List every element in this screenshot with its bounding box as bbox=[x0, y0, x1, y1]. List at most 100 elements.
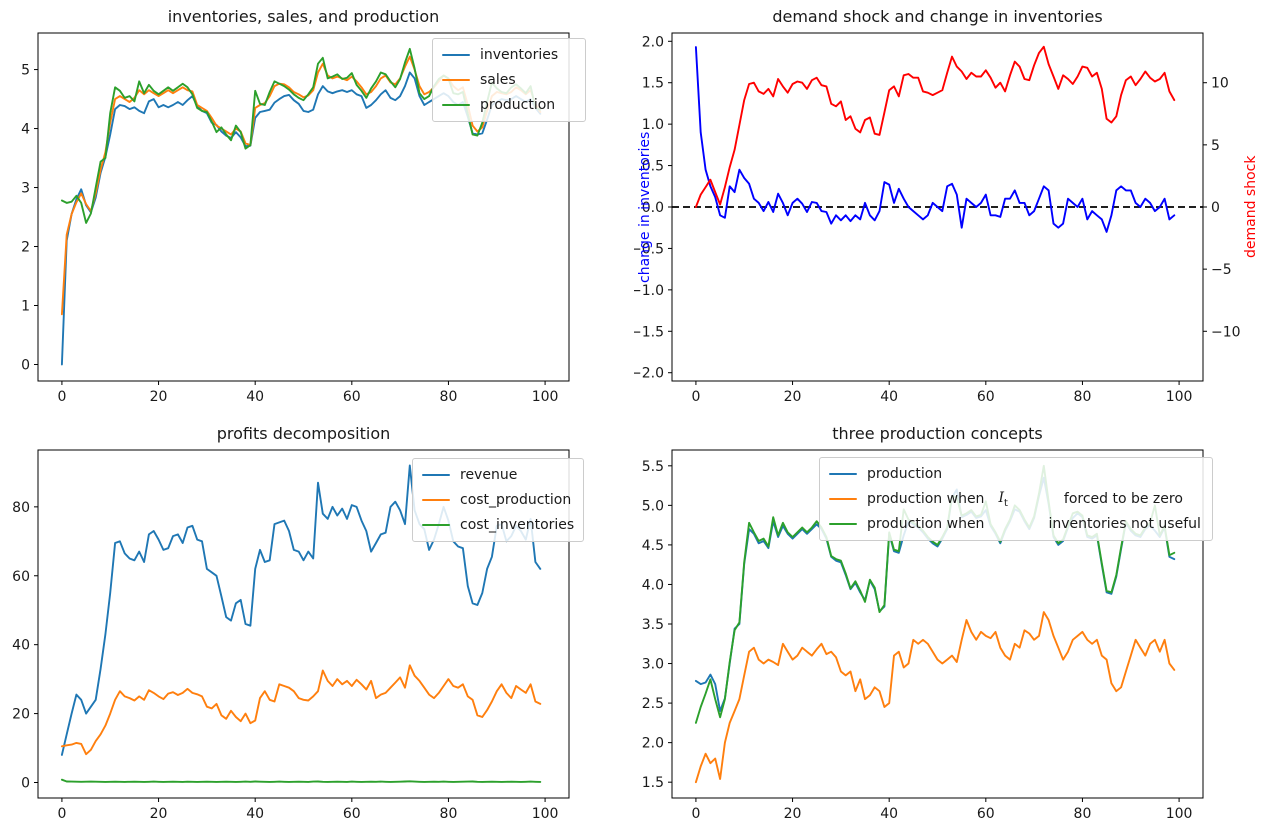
legend-label: revenue bbox=[460, 467, 518, 483]
y-tick-label: 0.5 bbox=[642, 159, 664, 175]
x-tick-label: 60 bbox=[977, 806, 995, 822]
y-tick-label: 0.0 bbox=[642, 200, 664, 216]
legend-label: production bbox=[480, 97, 556, 113]
y-tick-label-right: 10 bbox=[1211, 76, 1229, 92]
legend-item: production bbox=[829, 464, 1203, 484]
legend-label: cost_inventories bbox=[460, 517, 575, 533]
legend-math-symbol: It bbox=[998, 490, 1007, 509]
y-tick-label: 2.5 bbox=[642, 696, 664, 712]
y-tick-label: 2.0 bbox=[642, 34, 664, 50]
axes-spines bbox=[671, 32, 1204, 382]
y-tick-label: 20 bbox=[12, 707, 30, 723]
legend-line-swatch bbox=[829, 472, 857, 476]
x-tick-label: 0 bbox=[57, 806, 66, 822]
legend-line-swatch bbox=[442, 78, 470, 82]
legend-label-post: inventories not useful bbox=[1048, 516, 1201, 532]
x-tick-label: 80 bbox=[1074, 806, 1092, 822]
chart-demand-shock-change-in-inventories: demand shock and change in inventories 0… bbox=[634, 0, 1268, 417]
x-tick-label: 20 bbox=[150, 389, 168, 405]
y-tick-label-right: 0 bbox=[1211, 200, 1220, 216]
math-var: I bbox=[998, 489, 1004, 506]
legend-spacer bbox=[1008, 499, 1064, 500]
x-tick-label: 80 bbox=[440, 389, 458, 405]
axes-spines bbox=[37, 449, 570, 799]
chart-title: profits decomposition bbox=[216, 424, 391, 443]
chart-title: inventories, sales, and production bbox=[167, 7, 440, 26]
legend-line-swatch bbox=[442, 103, 470, 107]
series-demand-shock bbox=[694, 45, 1176, 208]
x-tick-label: 80 bbox=[440, 806, 458, 822]
x-tick-label: 40 bbox=[880, 806, 898, 822]
y-tick-label: 1.0 bbox=[642, 117, 664, 133]
x-tick-label: 0 bbox=[691, 806, 700, 822]
y-tick-label: 5.5 bbox=[642, 459, 664, 475]
legend-item: production bbox=[442, 95, 576, 115]
legend-item: revenue bbox=[422, 465, 574, 485]
x-tick-label: 100 bbox=[1166, 806, 1193, 822]
legend: production production when It forced to … bbox=[819, 457, 1213, 541]
y-tick-label: 2 bbox=[21, 240, 30, 256]
y-tick-label: 1 bbox=[21, 299, 30, 315]
x-tick-label: 80 bbox=[1074, 389, 1092, 405]
legend-label-pre: production when bbox=[867, 516, 985, 532]
legend-spacer bbox=[984, 499, 998, 500]
x-tick-label: 0 bbox=[57, 389, 66, 405]
right-y-axis-label: demand shock bbox=[1243, 155, 1259, 259]
y-tick-label: 3 bbox=[21, 181, 30, 197]
legend-label: cost_production bbox=[460, 492, 572, 508]
axes-spines bbox=[671, 449, 1204, 799]
math-subscript: t bbox=[1003, 497, 1008, 509]
y-tick-label: 4.0 bbox=[642, 577, 664, 593]
legend-item: cost_inventories bbox=[422, 515, 574, 535]
x-tick-label: 0 bbox=[691, 389, 700, 405]
y-tick-label: 0 bbox=[21, 357, 30, 373]
y-tick-label: 3.5 bbox=[642, 617, 664, 633]
axes-spines bbox=[37, 32, 570, 382]
y-tick-label-right: −10 bbox=[1211, 324, 1241, 340]
series-cost-production bbox=[60, 664, 542, 756]
legend-item: inventories bbox=[442, 45, 576, 65]
y-tick-label: 60 bbox=[12, 569, 30, 585]
y-tick-label: −1.5 bbox=[634, 324, 664, 340]
y-tick-label: 3.0 bbox=[642, 657, 664, 673]
y-tick-label: 4 bbox=[21, 122, 30, 138]
series-cost-inventories bbox=[60, 778, 542, 783]
x-tick-label: 20 bbox=[784, 389, 802, 405]
legend-line-swatch bbox=[422, 473, 450, 477]
legend-line-swatch bbox=[422, 498, 450, 502]
x-tick-label: 40 bbox=[246, 806, 264, 822]
legend-line-swatch bbox=[829, 497, 857, 501]
y-tick-label: −0.5 bbox=[634, 241, 664, 257]
legend-item: sales bbox=[442, 70, 576, 90]
y-tick-label: 1.5 bbox=[642, 775, 664, 791]
x-tick-label: 20 bbox=[784, 806, 802, 822]
legend-label: sales bbox=[480, 72, 516, 88]
legend-spacer bbox=[984, 524, 1048, 525]
legend: revenue cost_production cost_inventories bbox=[412, 458, 584, 542]
y-tick-label: −2.0 bbox=[634, 366, 664, 382]
x-tick-label: 60 bbox=[343, 389, 361, 405]
legend-line-swatch bbox=[829, 522, 857, 526]
legend-label: inventories bbox=[480, 47, 559, 63]
plot-area: 0 20 40 60 80 100−2.0−1.5−1.0−0.50.00.51.01.5… bbox=[634, 32, 1241, 405]
y-tick-label: 2.0 bbox=[642, 736, 664, 752]
x-tick-label: 40 bbox=[246, 389, 264, 405]
legend-line-swatch bbox=[442, 53, 470, 57]
legend-label-post: forced to be zero bbox=[1063, 491, 1183, 507]
y-tick-label: 1.5 bbox=[642, 76, 664, 92]
y-tick-label: 5 bbox=[21, 63, 30, 79]
x-tick-label: 100 bbox=[1166, 389, 1193, 405]
x-tick-label: 100 bbox=[532, 806, 559, 822]
series-production-when-i-t-forced-to-be-zero bbox=[694, 611, 1176, 784]
y-tick-label: 80 bbox=[12, 500, 30, 516]
y-tick-label: 5.0 bbox=[642, 498, 664, 514]
legend: inventories sales production bbox=[432, 38, 586, 122]
legend-item: production when inventories not useful bbox=[829, 514, 1203, 534]
y-tick-label: 0 bbox=[21, 775, 30, 791]
chart-title: demand shock and change in inventories bbox=[772, 7, 1103, 26]
y-tick-label-right: −5 bbox=[1211, 262, 1232, 278]
plot-area: 0 20 40 60 80 100 0 20 40 60 80 bbox=[12, 449, 570, 822]
legend-label-pre: production when bbox=[867, 491, 985, 507]
y-tick-label: 40 bbox=[12, 638, 30, 654]
